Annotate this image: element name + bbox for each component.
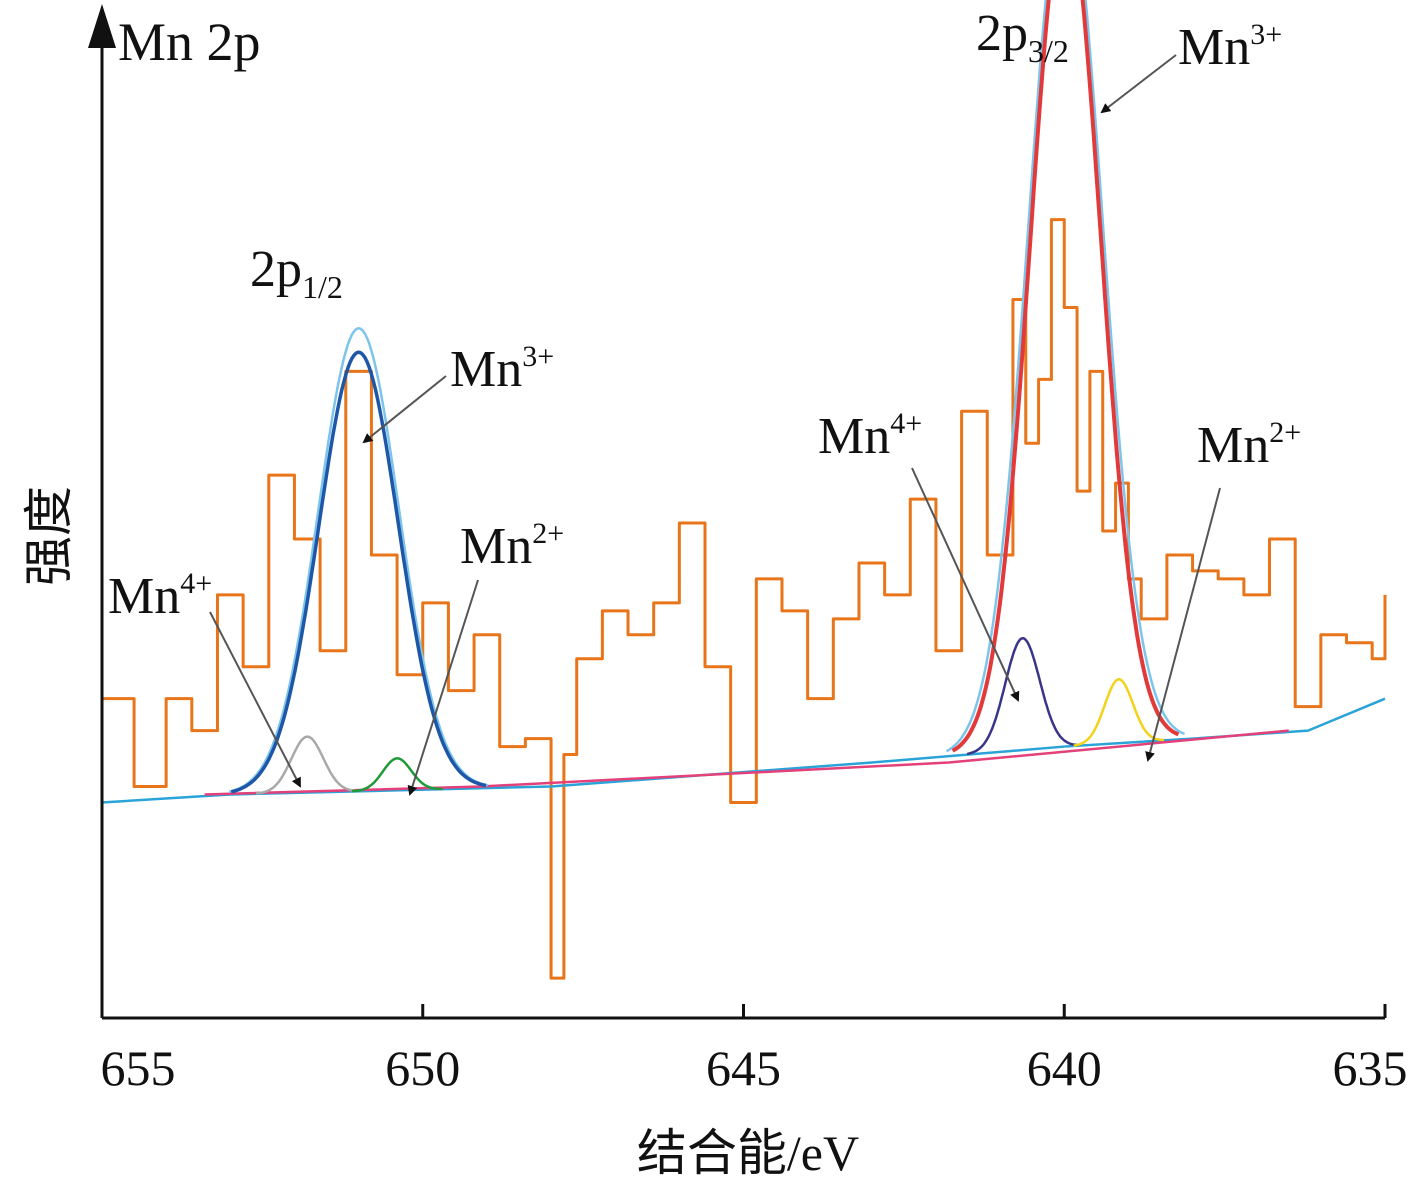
y-axis-label: 强度 [21,486,77,586]
arrow-mn3-2p3-2 [1100,54,1177,114]
peak-mn3-2p1-2 [230,350,487,794]
x-tick-label: 655 [101,1040,176,1096]
peak-fitted-envelope-2p1-2 [228,326,489,794]
x-ticks: 655 650 645 640 635 [100,1004,1408,1096]
axes: 655 650 645 640 635 [88,4,1408,1096]
x-tick-label: 645 [706,1040,781,1096]
raw-spectrum-line [102,218,1387,980]
peak-fitted-envelope-2p3-2 [945,0,1186,753]
peak-mn2-2p3-2 [1073,678,1165,747]
peak-mn2-2p1-2 [351,757,443,793]
annotation-mn3-2p3-2: Mn3+ [1178,18,1282,76]
x-tick-label: 650 [385,1040,460,1096]
annotation-mn4-2p1-2: Mn4+ [108,567,212,625]
annotation-mn4-2p3-2: Mn4+ [818,407,922,465]
arrow-mn4-2p1-2 [209,611,301,788]
peak-mn4-2p3-2 [966,637,1079,756]
peak-group-label-2p3-2: 2p3/2 [976,5,1069,69]
arrow-mn4-2p3-2 [911,467,1020,702]
peak-group-label-2p1-2: 2p1/2 [250,241,343,305]
y-axis-arrow [88,4,116,48]
annotations: Mn4+ Mn3+ Mn2+ Mn4+ Mn3+ Mn2+ [108,18,1301,796]
chart-title: Mn 2p [118,12,261,72]
peak-mn3-2p3-2 [951,0,1180,753]
x-tick-label: 635 [1333,1040,1408,1096]
arrow-mn2-2p1-2 [407,579,479,796]
peak-mn4-2p1-2 [255,735,359,795]
annotation-mn2-2p1-2: Mn2+ [460,517,564,575]
annotation-mn3-2p1-2: Mn3+ [450,340,554,398]
annotation-mn2-2p3-2: Mn2+ [1197,416,1301,474]
arrow-mn2-2p3-2 [1145,487,1221,762]
fit-baseline-line [204,729,1289,796]
x-tick-label: 640 [1027,1040,1102,1096]
arrow-mn3-2p1-2 [362,375,447,444]
x-axis-label: 结合能/eV [637,1125,859,1181]
plot-area [101,0,1387,980]
